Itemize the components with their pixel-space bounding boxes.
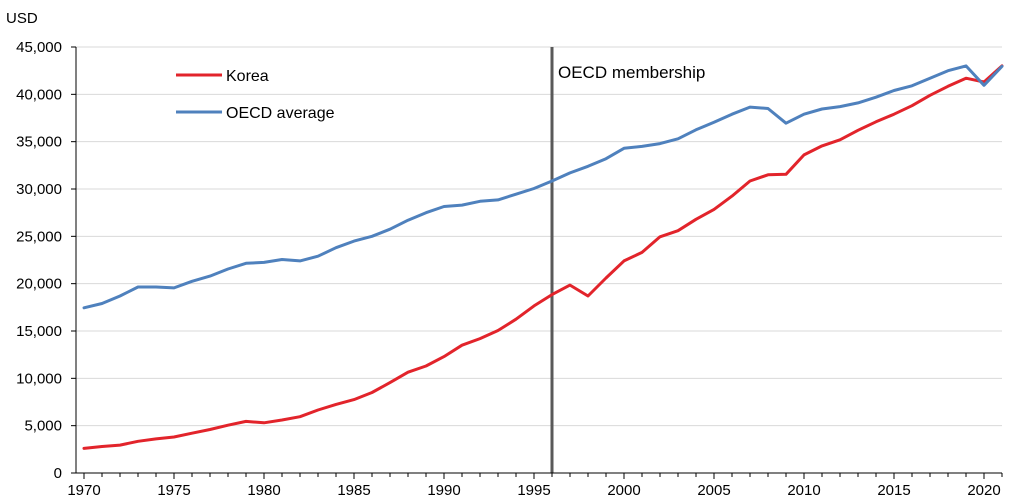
series-lines xyxy=(82,64,1004,450)
axes: 0 5,000 10,000 15,000 20,000 25,000 30,000 35,0… xyxy=(16,39,1003,499)
x-tick-label: 2000 xyxy=(607,482,640,499)
y-tick-label: 25,000 xyxy=(16,228,62,245)
y-tick-label: 15,000 xyxy=(16,323,62,340)
x-tick-label: 2010 xyxy=(787,482,820,499)
x-tick-label: 1985 xyxy=(337,482,370,499)
x-tick-label: 1990 xyxy=(427,482,460,499)
series-line-korea xyxy=(82,64,1004,450)
x-tick-label: 1970 xyxy=(67,482,100,499)
x-tick-label: 2005 xyxy=(697,482,730,499)
legend-label-oecd-average: OECD average xyxy=(226,105,335,122)
series-line-oecd-average xyxy=(82,64,1004,310)
y-tick-label: 30,000 xyxy=(16,181,62,198)
y-axis-unit-label: USD xyxy=(6,10,38,27)
annotations: OECD membership xyxy=(550,47,705,473)
x-tick-label: 1980 xyxy=(247,482,280,499)
y-tick-label: 10,000 xyxy=(16,370,62,387)
y-tick-label: 5,000 xyxy=(24,418,62,435)
y-tick-label: 45,000 xyxy=(16,39,62,56)
y-tick-label: 40,000 xyxy=(16,86,62,103)
x-tick-label: 1995 xyxy=(517,482,550,499)
legend: Korea OECD average xyxy=(176,68,335,122)
legend-label-korea: Korea xyxy=(226,68,269,85)
oecd-membership-label: OECD membership xyxy=(558,63,705,82)
x-tick-label: 2015 xyxy=(877,482,910,499)
gridlines xyxy=(76,46,1002,427)
x-tick-label: 1975 xyxy=(157,482,190,499)
y-tick-label: 35,000 xyxy=(16,134,62,151)
y-tick-label: 20,000 xyxy=(16,276,62,293)
x-tick-label: 2020 xyxy=(967,482,1000,499)
y-tick-label: 0 xyxy=(54,465,62,482)
